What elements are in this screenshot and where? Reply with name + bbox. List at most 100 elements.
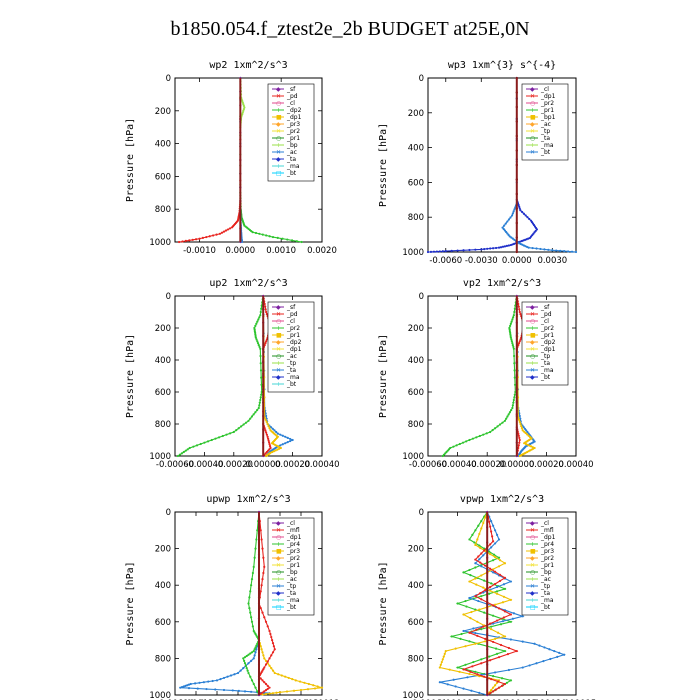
series-point bbox=[232, 430, 235, 434]
series-point bbox=[523, 442, 526, 445]
series-point bbox=[512, 354, 516, 358]
y-tick-label: 400 bbox=[408, 581, 424, 591]
legend-marker: ✕ bbox=[276, 583, 281, 590]
series-point bbox=[489, 567, 492, 570]
page-title: b1850.054.f_ztest2e_2b BUDGET at25E,0N bbox=[170, 18, 530, 40]
series-point bbox=[518, 414, 521, 418]
series-point bbox=[518, 207, 521, 210]
chart-title: wp2 1xm^2/s^3 bbox=[209, 60, 287, 71]
series-point bbox=[226, 228, 230, 231]
series-point bbox=[462, 629, 465, 633]
y-axis-label: Pressure [hPa] bbox=[378, 561, 389, 645]
series-point bbox=[501, 226, 504, 229]
series-point bbox=[507, 218, 511, 221]
series-point bbox=[265, 310, 268, 314]
series-point bbox=[242, 657, 245, 660]
series-point bbox=[271, 669, 275, 672]
series-point bbox=[509, 216, 512, 219]
series-point bbox=[313, 687, 317, 690]
series-point bbox=[292, 689, 296, 692]
series-point bbox=[531, 246, 534, 250]
series-point bbox=[273, 648, 276, 651]
y-axis-label: Pressure [hPa] bbox=[125, 334, 136, 418]
legend-entry: _dp1 bbox=[286, 346, 302, 353]
series-point bbox=[518, 438, 521, 442]
series-point bbox=[513, 362, 516, 365]
legend-box bbox=[521, 301, 569, 386]
series-point bbox=[524, 442, 528, 446]
series-point bbox=[249, 417, 252, 420]
y-tick-label: 1000 bbox=[149, 691, 171, 700]
series-point bbox=[261, 693, 264, 696]
series-point bbox=[513, 208, 516, 211]
series-point bbox=[256, 340, 259, 343]
series-point bbox=[456, 249, 459, 252]
series-point bbox=[474, 248, 477, 251]
series-point bbox=[488, 520, 491, 523]
series-point bbox=[257, 343, 260, 347]
legend-entry: _ta bbox=[540, 360, 550, 367]
series-point bbox=[199, 442, 202, 446]
series-point bbox=[271, 651, 275, 654]
series-point bbox=[251, 625, 254, 628]
series-point bbox=[495, 585, 499, 589]
legend-entry: _cl bbox=[540, 520, 549, 527]
legend-marker: ◆ bbox=[530, 86, 535, 93]
series-point bbox=[299, 688, 303, 692]
series-point bbox=[539, 247, 542, 251]
y-tick-label: 0 bbox=[419, 292, 424, 302]
chart-wp3: wp3 1xm^{3} s^{-4} Pressure [hPa] 0 200 400 6… bbox=[378, 60, 578, 266]
y-tick-label: 1000 bbox=[402, 248, 424, 258]
series-point bbox=[498, 579, 502, 583]
series-point bbox=[289, 439, 292, 443]
legend-marker: ■ bbox=[530, 114, 536, 121]
series-point bbox=[479, 561, 482, 564]
series-point bbox=[528, 444, 531, 447]
series-point bbox=[254, 651, 257, 654]
series-point bbox=[231, 689, 234, 692]
legend-entry: _ma bbox=[286, 374, 300, 381]
series-point bbox=[198, 237, 201, 240]
series-point bbox=[435, 250, 438, 253]
series-point bbox=[528, 217, 531, 221]
series-point bbox=[503, 419, 507, 422]
series-point bbox=[510, 338, 513, 341]
series-point bbox=[273, 671, 276, 675]
series-point bbox=[450, 249, 453, 252]
series-point bbox=[508, 411, 511, 414]
series-point bbox=[493, 570, 497, 573]
series-point bbox=[444, 649, 447, 653]
series-point bbox=[496, 631, 500, 634]
series-point bbox=[179, 686, 182, 689]
y-axis-label: Pressure [hPa] bbox=[125, 118, 136, 202]
series-point bbox=[556, 655, 559, 658]
series-point bbox=[474, 642, 477, 645]
series-point bbox=[245, 667, 248, 670]
series-point bbox=[247, 662, 250, 665]
legend-marker: ○ bbox=[530, 534, 535, 541]
series-point bbox=[316, 685, 319, 688]
series-point bbox=[518, 441, 521, 444]
series-point bbox=[476, 538, 479, 541]
series-point bbox=[469, 617, 472, 620]
series-point bbox=[250, 659, 253, 662]
y-axis-label: Pressure [hPa] bbox=[125, 561, 136, 645]
series-point bbox=[281, 237, 284, 240]
series-point bbox=[229, 227, 232, 230]
series-point bbox=[255, 538, 258, 541]
series-point bbox=[252, 413, 255, 416]
series-point bbox=[243, 662, 247, 665]
series-point bbox=[201, 236, 205, 239]
series-point bbox=[266, 625, 269, 628]
series-point bbox=[256, 320, 259, 323]
legend-entry: _tp bbox=[286, 583, 296, 590]
series-point bbox=[260, 376, 263, 379]
series-point bbox=[475, 583, 478, 586]
legend-marker: ◆ bbox=[276, 374, 281, 381]
series-line-pd bbox=[179, 78, 241, 243]
series-point bbox=[511, 316, 515, 319]
series-point bbox=[492, 247, 495, 250]
series-point bbox=[458, 442, 461, 446]
series-point bbox=[480, 662, 483, 665]
